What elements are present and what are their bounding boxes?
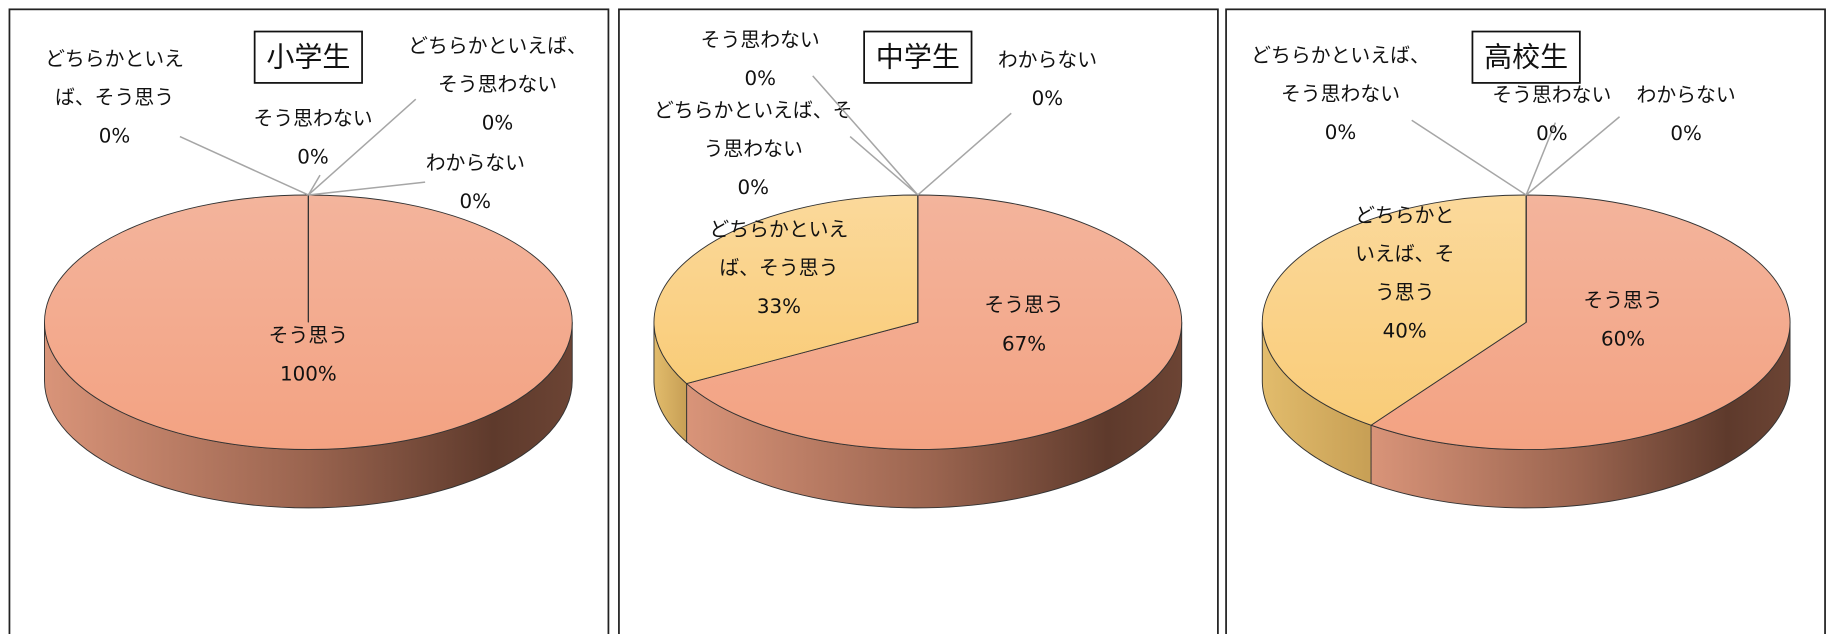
data-label: そう思う 67% <box>942 287 1105 364</box>
leader-line <box>307 174 321 196</box>
data-label: どちらかといえば、そう思わない 0% <box>648 92 858 208</box>
chart-title: 高校生 <box>1484 40 1568 73</box>
slice <box>1261 194 1527 426</box>
category-label: そう思う <box>1583 289 1663 313</box>
value-label: 40% <box>1382 319 1427 344</box>
data-label-box: そう思わない 0% <box>1485 77 1619 154</box>
value-label: 0% <box>1324 121 1357 145</box>
title-box <box>1471 30 1581 84</box>
category-label: どちらかといえば、そう思わない <box>1251 44 1430 107</box>
leader-line <box>307 98 417 196</box>
pie <box>653 194 1183 509</box>
title-box <box>863 30 973 84</box>
data-label-box: どちらかといえば、そう思う 33% <box>708 211 850 327</box>
value-label: 67% <box>1002 332 1047 357</box>
data-label-box: そう思う 60% <box>1541 283 1704 360</box>
category-label: どちらかといえば、そう思う <box>45 47 185 110</box>
panel-border <box>1225 8 1826 634</box>
data-label: どちらかといえば、そう思わない 0% <box>1250 37 1431 153</box>
data-label: どちらかといえば、そう思う 0% <box>42 41 188 157</box>
category-label: どちらかといえば、そう思わない <box>653 99 853 162</box>
data-label-box: どちらかといえば、そう思う 0% <box>42 41 188 157</box>
panel-border <box>618 8 1219 634</box>
category-label: そう思わない <box>1492 84 1612 108</box>
data-label: どちらかといえば、そう思う 40% <box>1353 197 1456 351</box>
category-label: どちらかといえば、そう思わない <box>408 35 587 97</box>
leader-line <box>179 135 309 196</box>
category-label: そう思わない <box>253 107 373 131</box>
data-label: そう思う 60% <box>1541 283 1704 360</box>
data-label-box: どちらかといえば、そう思う 40% <box>1353 197 1456 351</box>
value-label: 0% <box>297 145 329 170</box>
leader-line <box>1411 119 1527 196</box>
data-label-box: そう思わない 0% <box>246 100 380 177</box>
leader-line <box>917 112 1012 196</box>
category-label: わからない <box>425 151 525 176</box>
pie <box>44 194 573 509</box>
value-label: 0% <box>98 124 131 149</box>
data-label-box: どちらかといえば、そう思わない 0% <box>407 28 588 144</box>
data-label-box: どちらかといえば、そう思わない 0% <box>648 92 858 208</box>
value-label: 0% <box>481 112 514 136</box>
data-label: どちらかといえば、そう思う 33% <box>708 211 850 327</box>
data-label: わからない 0% <box>417 145 534 222</box>
pie <box>1261 194 1791 509</box>
leader-line <box>308 181 426 196</box>
leader-line <box>1525 122 1557 196</box>
value-label: 33% <box>756 295 801 319</box>
category-label: どちらかといえば、そう思う <box>1355 204 1455 305</box>
data-label-box: そう思う 100% <box>227 318 390 395</box>
category-label: そう思う <box>268 324 349 348</box>
value-label: 100% <box>279 363 337 387</box>
data-label: わからない 0% <box>989 42 1106 119</box>
data-label-box: わからない 0% <box>1628 77 1745 154</box>
data-label-box: わからない 0% <box>417 145 534 222</box>
data-label: そう思わない 0% <box>246 100 380 177</box>
leader-line <box>812 75 919 196</box>
category-label: そう思う <box>984 294 1064 318</box>
category-label: わからない <box>997 49 1098 73</box>
value-label: 60% <box>1600 328 1646 352</box>
data-label: そう思わない 0% <box>1485 77 1619 154</box>
data-label: わからない 0% <box>1628 77 1745 154</box>
value-label: 0% <box>1670 122 1702 146</box>
leader-line <box>1525 116 1621 196</box>
value-label: 0% <box>459 190 492 214</box>
chart-title: 小学生 <box>266 40 350 73</box>
data-label: そう思う 100% <box>227 318 390 395</box>
value-label: 0% <box>1031 87 1064 111</box>
value-label: 0% <box>1536 122 1568 146</box>
panel-border <box>8 8 610 634</box>
leader-line <box>849 136 919 196</box>
category-label: わからない <box>1636 84 1736 108</box>
title-box <box>253 30 363 84</box>
slice <box>1370 194 1791 450</box>
value-label: 0% <box>744 67 776 92</box>
data-label: どちらかといえば、そう思わない 0% <box>407 28 588 144</box>
data-label-box: どちらかといえば、そう思わない 0% <box>1250 37 1431 153</box>
slice <box>653 194 919 385</box>
slice <box>685 194 1183 450</box>
value-label: 0% <box>737 176 769 200</box>
category-label: どちらかといえば、そう思う <box>709 218 849 281</box>
data-label-box: わからない 0% <box>989 42 1106 119</box>
data-label-box: そう思う 67% <box>942 287 1105 364</box>
data-label-box: そう思わない 0% <box>693 22 827 99</box>
data-label: そう思わない 0% <box>693 22 827 99</box>
chart-title: 中学生 <box>876 40 960 73</box>
category-label: そう思わない <box>700 29 820 53</box>
